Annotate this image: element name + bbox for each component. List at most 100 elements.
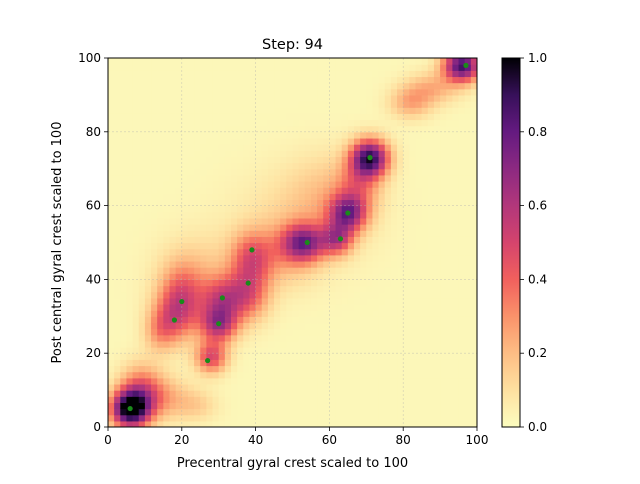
heatmap-cell bbox=[157, 316, 164, 324]
heatmap-cell bbox=[138, 205, 146, 213]
heatmap-cell bbox=[433, 310, 441, 317]
heatmap-cell bbox=[218, 137, 226, 145]
heatmap-cell bbox=[323, 340, 330, 348]
heatmap-cell bbox=[464, 260, 472, 268]
colorbar bbox=[501, 57, 521, 428]
heatmap-cell bbox=[323, 94, 330, 102]
heatmap-cell bbox=[366, 224, 374, 231]
heatmap-cell bbox=[458, 254, 466, 262]
heatmap-cell bbox=[335, 340, 343, 348]
heatmap-cell bbox=[200, 279, 207, 287]
heatmap-cell bbox=[218, 291, 226, 299]
heatmap-cell bbox=[452, 224, 460, 231]
heatmap-cell bbox=[157, 101, 164, 108]
heatmap-cell bbox=[120, 248, 128, 256]
heatmap-cell bbox=[304, 137, 312, 145]
heatmap-cell bbox=[194, 248, 201, 256]
heatmap-cell bbox=[108, 267, 115, 274]
heatmap-cell bbox=[212, 107, 220, 114]
heatmap-cell bbox=[397, 304, 404, 311]
heatmap-cell bbox=[372, 260, 380, 268]
heatmap-cell bbox=[163, 82, 171, 90]
heatmap-cell bbox=[292, 254, 300, 262]
heatmap-cell bbox=[218, 371, 226, 379]
heatmap-cell bbox=[323, 156, 330, 164]
data-point bbox=[127, 405, 133, 412]
heatmap-cell bbox=[470, 420, 477, 427]
heatmap-cell bbox=[360, 150, 367, 157]
heatmap-cell bbox=[366, 248, 374, 256]
heatmap-cell bbox=[440, 316, 447, 324]
heatmap-cell bbox=[243, 119, 251, 127]
heatmap-cell bbox=[267, 70, 275, 78]
heatmap-cell bbox=[187, 82, 195, 90]
heatmap-cell bbox=[335, 156, 343, 164]
heatmap-cell bbox=[280, 113, 287, 121]
heatmap-cell bbox=[464, 70, 472, 78]
heatmap-cell bbox=[169, 131, 177, 139]
heatmap-cell bbox=[274, 383, 281, 391]
heatmap-cell bbox=[144, 64, 152, 71]
heatmap-cell bbox=[310, 390, 318, 397]
heatmap-cell bbox=[261, 70, 269, 78]
heatmap-cell bbox=[372, 402, 380, 410]
heatmap-cell bbox=[169, 168, 177, 176]
heatmap-cell bbox=[181, 371, 189, 379]
heatmap-cell bbox=[323, 125, 330, 133]
heatmap-cell bbox=[114, 199, 121, 207]
heatmap-cell bbox=[366, 70, 374, 78]
heatmap-cell bbox=[378, 420, 386, 427]
heatmap-cell bbox=[354, 137, 361, 145]
heatmap-cell bbox=[231, 217, 238, 225]
heatmap-cell bbox=[280, 211, 287, 219]
heatmap-cell bbox=[108, 359, 115, 367]
heatmap-cell bbox=[415, 285, 423, 293]
heatmap-cell bbox=[384, 347, 392, 354]
heatmap-cell bbox=[470, 273, 477, 280]
heatmap-cell bbox=[181, 193, 189, 201]
heatmap-cell bbox=[317, 316, 324, 324]
heatmap-cell bbox=[114, 150, 121, 157]
heatmap-cell bbox=[126, 353, 134, 360]
heatmap-cell bbox=[243, 217, 251, 225]
heatmap-cell bbox=[163, 390, 171, 397]
heatmap-cell bbox=[187, 304, 195, 311]
heatmap-cell bbox=[132, 94, 140, 102]
heatmap-cell bbox=[427, 181, 435, 188]
heatmap-cell bbox=[200, 420, 207, 427]
heatmap-cell bbox=[274, 58, 281, 65]
heatmap-cell bbox=[292, 70, 300, 78]
heatmap-cell bbox=[187, 248, 195, 256]
heatmap-cell bbox=[212, 414, 220, 422]
heatmap-cell bbox=[261, 297, 269, 305]
heatmap-cell bbox=[114, 205, 121, 213]
heatmap-cell bbox=[304, 174, 312, 182]
heatmap-cell bbox=[181, 304, 189, 311]
heatmap-cell bbox=[218, 58, 226, 65]
heatmap-cell bbox=[292, 125, 300, 133]
heatmap-cell bbox=[206, 383, 214, 391]
heatmap-cell bbox=[354, 181, 361, 188]
heatmap-cell bbox=[200, 371, 207, 379]
heatmap-cell bbox=[470, 119, 477, 127]
heatmap-cell bbox=[200, 408, 207, 416]
heatmap-cell bbox=[206, 94, 214, 102]
heatmap-cell bbox=[175, 273, 183, 280]
heatmap-cell bbox=[224, 340, 232, 348]
heatmap-cell bbox=[446, 113, 453, 121]
heatmap-cell bbox=[298, 211, 306, 219]
heatmap-cell bbox=[212, 205, 220, 213]
heatmap-cell bbox=[433, 150, 441, 157]
heatmap-cell bbox=[464, 242, 472, 250]
heatmap-cell bbox=[378, 131, 386, 139]
heatmap-cell bbox=[446, 285, 453, 293]
heatmap-cell bbox=[243, 322, 251, 330]
heatmap-cell bbox=[286, 248, 294, 256]
heatmap-cell bbox=[280, 254, 287, 262]
heatmap-cell bbox=[108, 113, 115, 121]
heatmap-cell bbox=[403, 365, 410, 373]
heatmap-cell bbox=[267, 390, 275, 397]
heatmap-cell bbox=[224, 162, 232, 170]
heatmap-cell bbox=[470, 365, 477, 373]
heatmap-cell bbox=[440, 267, 447, 274]
